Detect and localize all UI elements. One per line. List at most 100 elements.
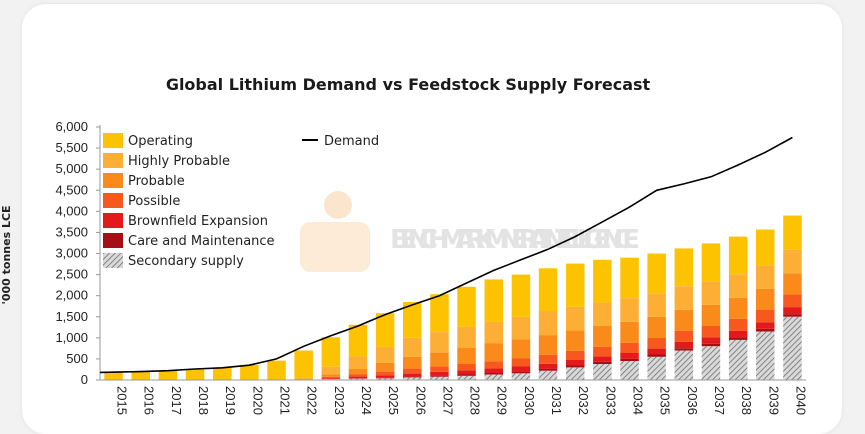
bar-brownfield-expansion-2036 xyxy=(675,342,694,348)
legend-label: Possible xyxy=(128,194,180,209)
legend-label: Operating xyxy=(128,134,193,149)
x-tick-label: 2015 xyxy=(115,386,130,415)
watermark: BENCHMARK MINERAL INTELLIGENCE xyxy=(300,191,640,272)
bar-highly-probable-2034 xyxy=(620,298,639,322)
bar-care-and-maintenance-2033 xyxy=(593,362,612,364)
bar-care-and-maintenance-2034 xyxy=(620,359,639,361)
bar-possible-2031 xyxy=(539,355,558,364)
bar-probable-2036 xyxy=(675,310,694,331)
watermark-text: BENCHMARK MINERAL INTELLIGENCE xyxy=(390,225,640,255)
bar-care-and-maintenance-2038 xyxy=(729,337,748,340)
bar-probable-2025 xyxy=(376,363,395,371)
bar-secondary-supply-2036 xyxy=(675,351,694,381)
x-tick-label: 2035 xyxy=(658,386,673,415)
bar-possible-2038 xyxy=(729,319,748,331)
bar-brownfield-expansion-2040 xyxy=(783,307,802,314)
legend-swatch-secondary-supply xyxy=(103,253,123,268)
bar-operating-2022 xyxy=(294,351,313,378)
bar-possible-2024 xyxy=(349,374,368,377)
bar-probable-2026 xyxy=(403,357,422,369)
bar-brownfield-expansion-2039 xyxy=(756,322,775,329)
bar-highly-probable-2031 xyxy=(539,312,558,336)
bar-care-and-maintenance-2039 xyxy=(756,329,775,332)
bar-operating-2030 xyxy=(512,275,531,317)
y-tick-label: 6,000 xyxy=(55,119,88,134)
legend-label: Probable xyxy=(128,174,185,189)
bar-secondary-supply-2037 xyxy=(702,346,721,380)
bar-care-and-maintenance-2037 xyxy=(702,344,721,347)
bar-secondary-supply-2033 xyxy=(593,364,612,380)
bar-possible-2035 xyxy=(647,338,666,349)
bar-highly-probable-2029 xyxy=(485,322,504,344)
x-tick-label: 2028 xyxy=(468,386,483,415)
bar-secondary-supply-2031 xyxy=(539,371,558,380)
bar-probable-2029 xyxy=(485,344,504,362)
bar-operating-2019 xyxy=(213,367,232,380)
bar-operating-2018 xyxy=(186,369,205,380)
bar-operating-2031 xyxy=(539,268,558,311)
bar-highly-probable-2023 xyxy=(322,367,341,375)
bar-brownfield-expansion-2028 xyxy=(457,370,476,374)
legend-swatch-brownfield-expansion xyxy=(103,213,123,228)
bar-probable-2040 xyxy=(783,273,802,294)
y-tick-label: 500 xyxy=(66,351,88,366)
bar-possible-2032 xyxy=(566,351,585,360)
x-tick-label: 2017 xyxy=(169,386,184,415)
bar-brownfield-expansion-2033 xyxy=(593,356,612,362)
bar-care-and-maintenance-2027 xyxy=(430,376,449,377)
bar-brownfield-expansion-2027 xyxy=(430,372,449,376)
bar-secondary-supply-2040 xyxy=(783,317,802,380)
bar-highly-probable-2028 xyxy=(457,327,476,348)
bar-highly-probable-2024 xyxy=(349,356,368,369)
bar-possible-2039 xyxy=(756,310,775,322)
bar-care-and-maintenance-2028 xyxy=(457,375,476,376)
bar-operating-2035 xyxy=(647,254,666,294)
bar-care-and-maintenance-2029 xyxy=(485,373,504,375)
bar-highly-probable-2025 xyxy=(376,347,395,363)
bar-operating-2024 xyxy=(349,325,368,357)
bar-probable-2033 xyxy=(593,326,612,347)
bar-operating-2029 xyxy=(485,279,504,321)
bar-brownfield-expansion-2024 xyxy=(349,377,368,379)
bar-brownfield-expansion-2035 xyxy=(647,349,666,355)
bar-highly-probable-2038 xyxy=(729,274,748,298)
x-tick-label: 2026 xyxy=(413,386,428,415)
bar-possible-2028 xyxy=(457,364,476,370)
bar-operating-2020 xyxy=(240,365,259,380)
bar-possible-2034 xyxy=(620,343,639,353)
x-tick-label: 2040 xyxy=(793,386,808,415)
bar-probable-2032 xyxy=(566,331,585,351)
x-tick-label: 2036 xyxy=(685,386,700,415)
y-tick-label: 2,500 xyxy=(55,267,88,282)
bar-possible-2023 xyxy=(322,377,341,378)
x-tick-label: 2023 xyxy=(332,386,347,415)
bar-operating-2034 xyxy=(620,258,639,299)
y-tick-label: 1,000 xyxy=(55,330,88,345)
bar-operating-2023 xyxy=(322,337,341,367)
bar-secondary-supply-2032 xyxy=(566,367,585,380)
bar-probable-2038 xyxy=(729,298,748,319)
x-tick-label: 2034 xyxy=(631,386,646,415)
bar-operating-2015 xyxy=(104,372,123,380)
x-tick-label: 2030 xyxy=(522,386,537,415)
legend-label: Care and Maintenance xyxy=(128,234,275,249)
bar-probable-2039 xyxy=(756,289,775,310)
bar-care-and-maintenance-2036 xyxy=(675,348,694,350)
bar-operating-2037 xyxy=(702,243,721,281)
x-tick-label: 2018 xyxy=(196,386,211,415)
legend-label: Brownfield Expansion xyxy=(128,214,268,229)
bar-possible-2027 xyxy=(430,366,449,372)
bar-highly-probable-2035 xyxy=(647,293,666,317)
bar-brownfield-expansion-2026 xyxy=(403,373,422,376)
bar-probable-2028 xyxy=(457,348,476,364)
x-tick-label: 2025 xyxy=(386,386,401,415)
legend-label: Secondary supply xyxy=(128,254,244,269)
legend-swatch-highly-probable xyxy=(103,153,123,168)
bar-brownfield-expansion-2034 xyxy=(620,353,639,359)
x-tick-label: 2029 xyxy=(495,386,510,415)
bar-probable-2035 xyxy=(647,317,666,338)
bar-probable-2031 xyxy=(539,335,558,355)
x-tick-label: 2024 xyxy=(359,386,374,415)
bar-operating-2039 xyxy=(756,230,775,266)
legend-swatch-operating xyxy=(103,133,123,148)
